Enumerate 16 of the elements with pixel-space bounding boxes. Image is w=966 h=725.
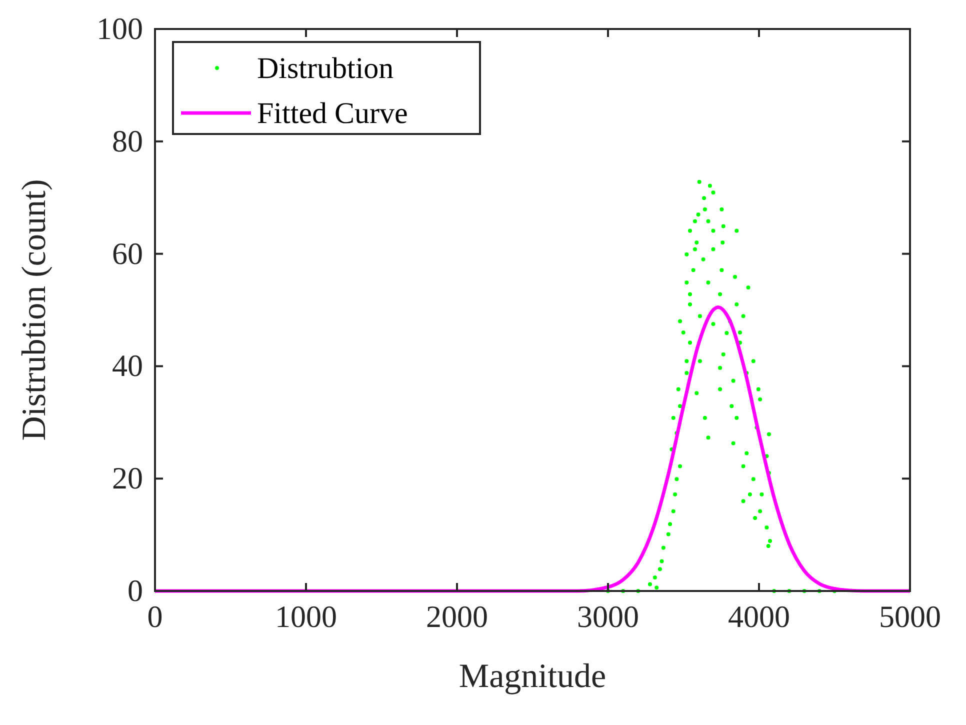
- y-tick-label: 40: [112, 348, 143, 384]
- y-tick-label: 20: [112, 460, 143, 496]
- x-tick-label: 5000: [879, 599, 941, 634]
- y-tick-label: 100: [96, 11, 143, 46]
- legend-label: Distrubtion: [257, 52, 394, 85]
- legend-label: Fitted Curve: [257, 97, 408, 130]
- x-tick-label: 1000: [275, 599, 337, 634]
- x-tick-label: 4000: [728, 599, 790, 634]
- y-tick-label: 0: [128, 573, 143, 608]
- x-tick-label: 2000: [426, 599, 488, 634]
- y-axis-title: Distrubtion (count): [16, 179, 53, 441]
- y-tick-label: 60: [112, 236, 143, 271]
- x-tick-label: 3000: [577, 599, 639, 634]
- y-tick-label: 80: [112, 123, 143, 158]
- line-series: [153, 305, 912, 593]
- x-axis-title: Magnitude: [458, 658, 606, 695]
